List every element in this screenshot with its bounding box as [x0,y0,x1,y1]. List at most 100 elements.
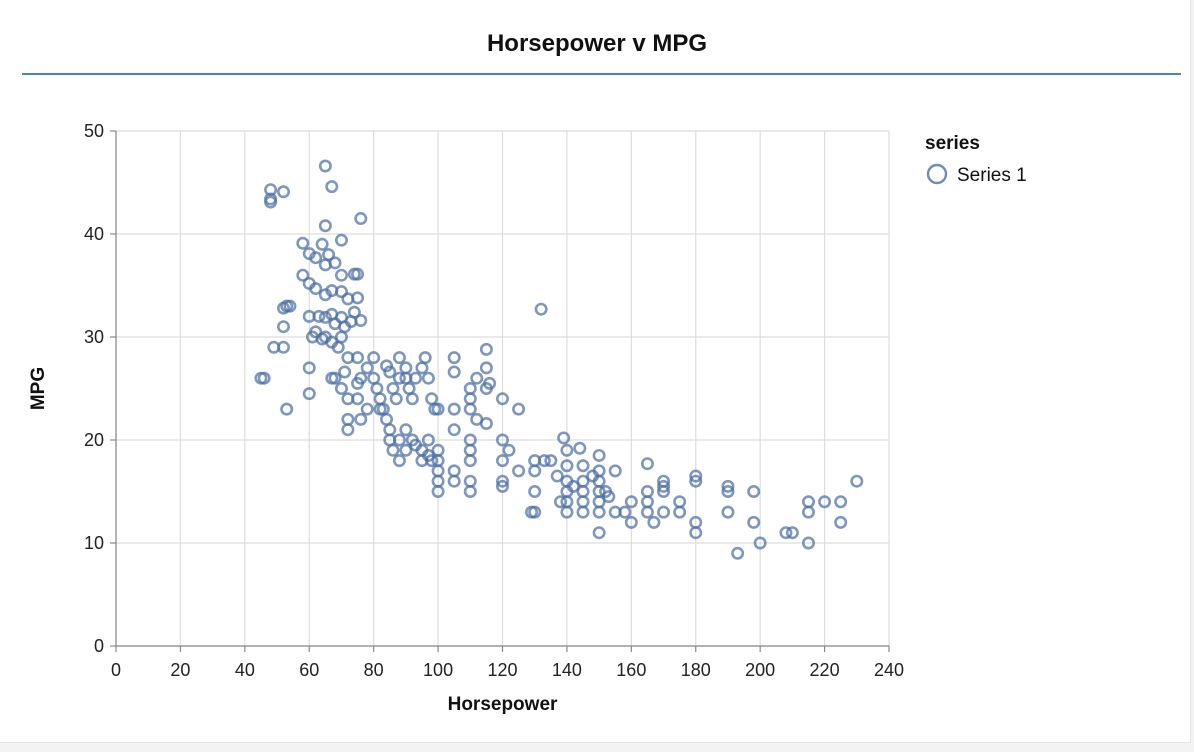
data-point [721,484,735,498]
data-point [302,387,316,401]
data-point [383,365,397,379]
data-point [283,299,297,313]
data-point [315,237,329,251]
data-point [309,325,323,339]
data-point [463,484,477,498]
y-tick-label: 20 [84,430,104,450]
y-tick-label: 10 [84,533,104,553]
data-point [389,392,403,406]
data-point [354,371,368,385]
data-point [425,392,439,406]
data-point [399,423,413,437]
data-point [431,402,445,416]
data-point [657,484,671,498]
data-point [834,495,848,509]
x-tick-label: 180 [681,660,711,680]
data-point [392,454,406,468]
data-point [560,505,574,519]
data-point [689,526,703,540]
data-point [624,495,638,509]
axes: 0 20 40 60 80 100 120 140 160 180 200 220 240 0 10 20 30… [84,121,904,680]
data-point [392,351,406,365]
data-point [553,495,567,509]
data-point [502,443,516,457]
data-point [463,392,477,406]
data-point [399,443,413,457]
data-point [351,392,365,406]
data-point [801,505,815,519]
data-point [673,495,687,509]
data-point [779,526,793,540]
data-point [463,443,477,457]
y-tick-label: 30 [84,327,104,347]
data-point [276,185,290,199]
data-point [479,342,493,356]
data-point [512,402,526,416]
x-tick-label: 200 [745,660,775,680]
data-point [592,526,606,540]
data-point [608,464,622,478]
data-point [318,159,332,173]
data-point [405,392,419,406]
data-point [801,536,815,550]
data-point [618,505,632,519]
data-point [354,212,368,226]
data-point [566,479,580,493]
data-point [302,361,316,375]
data-point [447,402,461,416]
data-point [550,469,564,483]
data-point [463,433,477,447]
data-point [747,515,761,529]
data-point [354,314,368,328]
x-tick-label: 40 [235,660,255,680]
data-point [360,361,374,375]
data-point [785,526,799,540]
data-point [479,417,493,431]
data-point [544,454,558,468]
data-point [834,515,848,529]
data-point [528,484,542,498]
data-point [318,310,332,324]
data-point [463,402,477,416]
data-point [479,361,493,375]
data-point [334,381,348,395]
data-point [447,464,461,478]
data-point [386,443,400,457]
data-point [380,412,394,426]
data-point [495,474,509,488]
data-point [409,371,423,385]
data-point [431,484,445,498]
data-point [447,474,461,488]
data-point [463,381,477,395]
data-point [421,433,435,447]
legend-entry-series-1: Series 1 [957,165,1027,186]
data-point [415,361,429,375]
x-tick-label: 0 [111,660,121,680]
data-point [495,479,509,493]
data-point [296,236,310,250]
x-tick-label: 140 [552,660,582,680]
data-point [392,433,406,447]
grid-lines [115,130,890,647]
data-point [657,479,671,493]
data-point [850,474,864,488]
data-point [367,351,381,365]
data-point [647,515,661,529]
data-point [640,484,654,498]
data-point [753,536,767,550]
x-tick-label: 240 [874,660,904,680]
x-tick-label: 80 [364,660,384,680]
chart-title: Horsepower v MPG [486,30,708,57]
data-point [257,371,271,385]
data-point [470,371,484,385]
data-point [328,371,342,385]
legend: series Series 1 [925,133,1027,186]
data-point [351,351,365,365]
x-tick-label: 220 [810,660,840,680]
data-point [325,180,339,194]
data-point [280,402,294,416]
data-point [421,371,435,385]
x-tick-label: 120 [487,660,517,680]
data-point [447,365,461,379]
data-point [537,454,551,468]
